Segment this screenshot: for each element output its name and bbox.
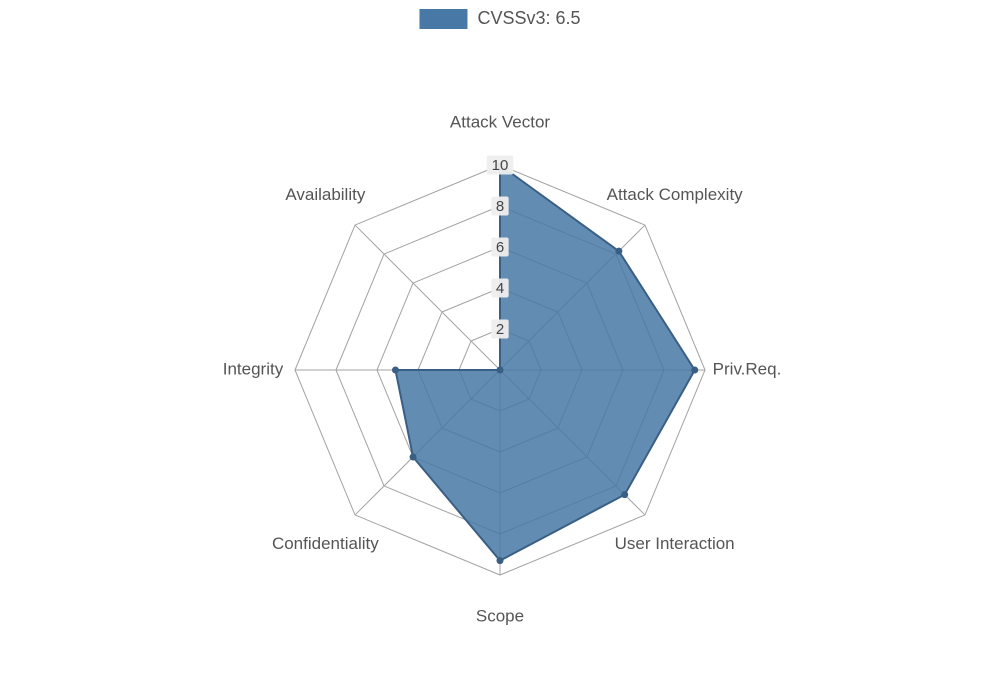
data-point [691,367,698,374]
tick-label: 2 [496,321,504,338]
legend-label: CVSSv3: 6.5 [477,8,580,29]
tick-label: 4 [496,280,504,297]
data-point [615,248,622,255]
axis-label: Confidentiality [272,534,379,553]
axis-label: Integrity [223,359,284,378]
radar-chart-container: CVSSv3: 6.5 2 4 6 8 10 Attack Vector Attack Co… [0,0,1000,700]
tick-label: 8 [496,198,504,215]
legend-swatch [419,9,467,29]
data-point [497,557,504,564]
tick-label: 10 [492,157,509,174]
data-point [497,367,504,374]
radar-chart-svg: 2 4 6 8 10 Attack Vector Attack Complexity Priv… [0,0,1000,700]
axis-label: Availability [285,185,366,204]
chart-legend: CVSSv3: 6.5 [419,8,580,29]
axis-label: User Interaction [615,534,735,553]
axis-label: Priv.Req. [713,359,782,378]
data-point [392,367,399,374]
tick-label: 6 [496,239,504,256]
axis-label: Scope [476,606,524,625]
data-point [621,491,628,498]
axis-label: Attack Vector [450,112,550,131]
data-point [410,453,417,460]
axis-label: Attack Complexity [607,185,744,204]
